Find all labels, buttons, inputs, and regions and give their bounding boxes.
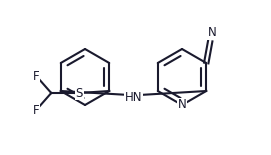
Text: F: F	[33, 69, 40, 82]
Text: S: S	[76, 86, 83, 100]
Text: F: F	[33, 104, 40, 117]
Text: N: N	[178, 98, 186, 111]
Text: N: N	[208, 27, 217, 40]
Text: HN: HN	[125, 91, 142, 104]
